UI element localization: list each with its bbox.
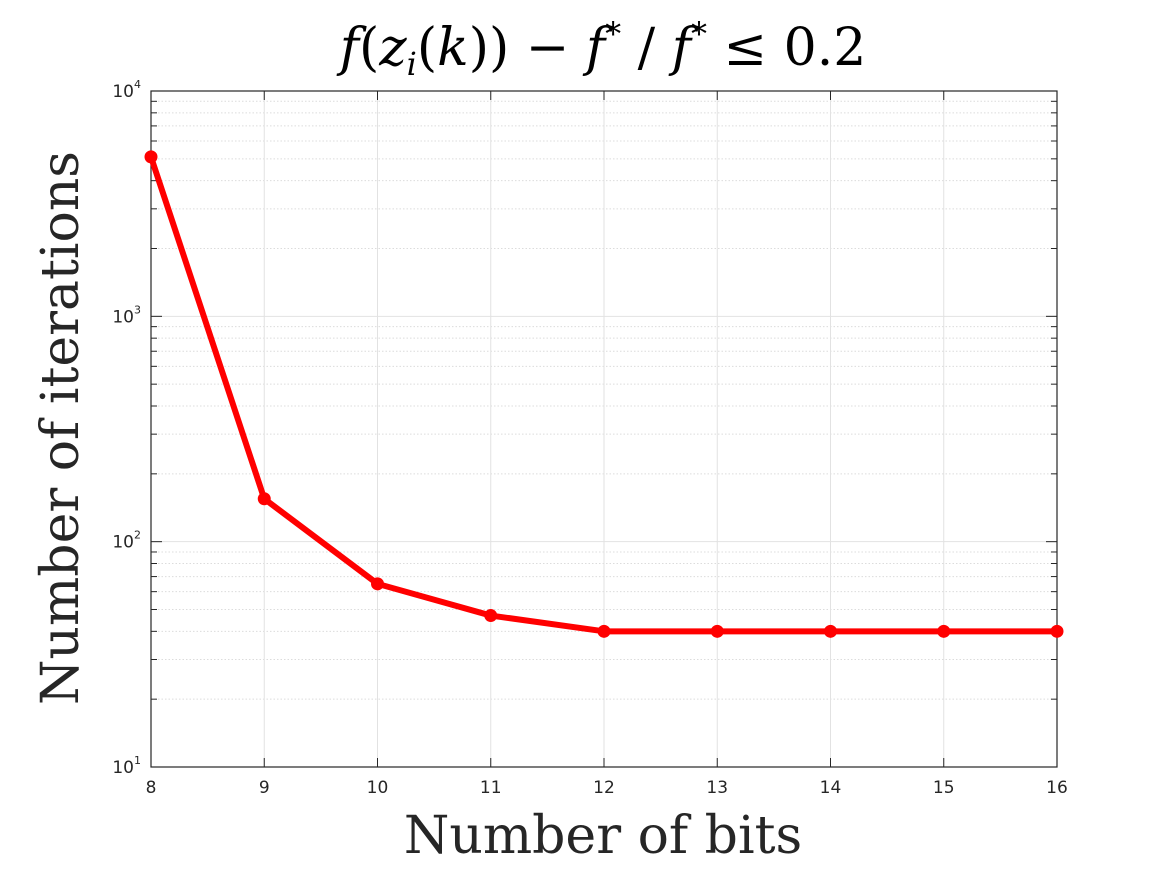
x-tick-label: 15	[933, 778, 955, 798]
y-tick-label: 101	[112, 754, 141, 778]
y-tick-label: 103	[112, 303, 141, 327]
data-point	[824, 624, 837, 638]
y-tick-label: 102	[112, 529, 141, 553]
data-point	[597, 624, 611, 638]
x-tick-label: 13	[706, 778, 728, 798]
x-tick-label: 12	[593, 778, 615, 798]
x-tick-label: 9	[259, 778, 270, 798]
y-axis-label: Number of iterations	[31, 151, 91, 705]
chart-title: f(zi(k)) − f* / f* ≤ 0.2	[336, 15, 867, 83]
data-point	[484, 609, 498, 623]
data-point	[937, 624, 951, 638]
x-tick-label: 16	[1046, 778, 1068, 798]
data-point	[371, 577, 384, 591]
axis-ticks: 8 9 10 11 12 13 14 15 16 101 102 103 104	[112, 78, 1067, 798]
data-series	[144, 150, 1064, 638]
grid-lines	[151, 91, 1057, 767]
data-point	[144, 150, 158, 164]
x-tick-label: 11	[480, 778, 502, 798]
data-point	[1050, 624, 1064, 638]
x-tick-label: 10	[367, 778, 389, 798]
x-axis-label: Number of bits	[404, 806, 802, 866]
x-tick-label: 14	[820, 778, 842, 798]
x-tick-label: 8	[146, 778, 157, 798]
data-point	[710, 624, 724, 638]
y-tick-label: 104	[112, 78, 141, 102]
data-point	[257, 492, 271, 506]
